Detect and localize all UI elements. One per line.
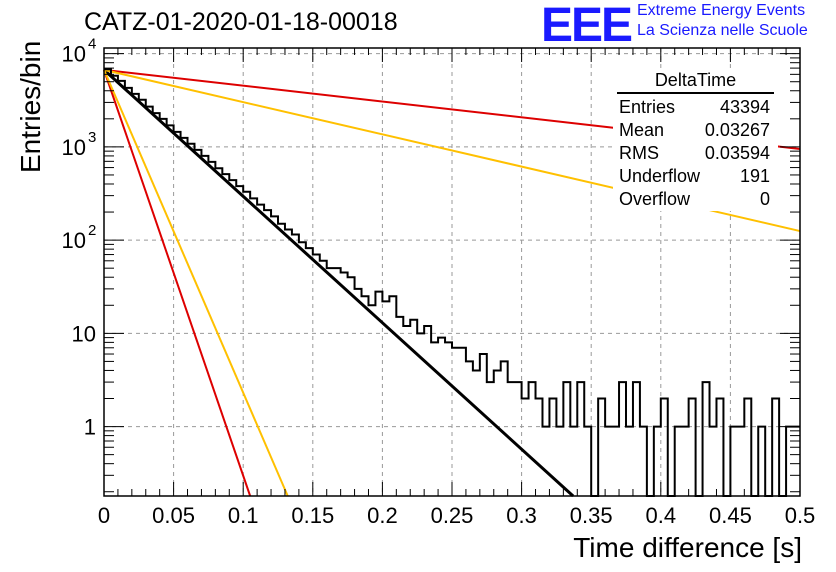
x-tick-label: 0.25: [431, 503, 474, 528]
fit-line: [103, 69, 252, 497]
x-tick-label: 0.2: [367, 503, 398, 528]
stats-title: DeltaTime: [617, 70, 774, 94]
fit-line: [103, 69, 289, 497]
stats-value: 43394: [719, 97, 770, 117]
x-tick-label: 0.1: [228, 503, 259, 528]
x-axis-label: Time difference [s]: [573, 532, 802, 563]
axis-ticks: [103, 48, 801, 496]
stats-label: RMS: [619, 143, 659, 163]
x-tick-label: 0.15: [291, 503, 334, 528]
stats-value: 0.03267: [704, 120, 770, 140]
x-tick-label: 0: [98, 503, 110, 528]
stats-row: Entries 43394: [613, 96, 778, 119]
org-name-line1: Extreme Energy Events: [637, 2, 806, 19]
y-tick-label: 1: [84, 415, 96, 440]
x-tick-label: 0.5: [785, 503, 816, 528]
y-tick-exponent: 2: [88, 222, 96, 239]
x-tick-label: 0.45: [709, 503, 752, 528]
histogram-line: [104, 68, 800, 497]
y-tick-label: 10: [72, 321, 96, 346]
x-tick-label: 0.3: [506, 503, 537, 528]
stats-row: Overflow 0: [613, 188, 778, 211]
x-tick-label: 0.4: [646, 503, 677, 528]
stats-label: Overflow: [619, 189, 691, 209]
stats-box: DeltaTime Entries 43394 Mean 0.03267 RMS 0.03…: [613, 70, 778, 211]
stats-row: Mean 0.03267: [613, 119, 778, 142]
stats-value: 191: [739, 166, 770, 186]
org-name-line2: La Scienza nelle Scuole: [637, 22, 808, 39]
stats-row: Underflow 191: [613, 165, 778, 188]
stats-value: 0: [759, 189, 770, 209]
y-tick-label: 10: [62, 228, 86, 253]
stats-value: 0.03594: [704, 143, 770, 163]
fit-line: [102, 68, 575, 498]
run-title: CATZ-01-2020-01-18-00018: [84, 8, 398, 36]
y-tick-exponent: 3: [88, 129, 96, 146]
x-tick-labels: 0 0.05 0.1 0.15 0.2 0.25 0.3 0.35 0.4 0.45 0.5: [98, 503, 815, 528]
stats-label: Underflow: [619, 166, 701, 186]
y-tick-exponent: 4: [88, 36, 96, 53]
stats-label: Entries: [619, 97, 676, 117]
stats-row: RMS 0.03594: [613, 142, 778, 165]
y-axis-label: Entries/bin: [15, 40, 46, 173]
stats-label: Mean: [619, 120, 665, 140]
eee-logo: EEE: [541, 0, 633, 52]
y-tick-label: 10: [62, 42, 86, 67]
x-tick-label: 0.05: [152, 503, 195, 528]
y-tick-label: 10: [62, 135, 86, 160]
x-tick-label: 0.35: [570, 503, 613, 528]
